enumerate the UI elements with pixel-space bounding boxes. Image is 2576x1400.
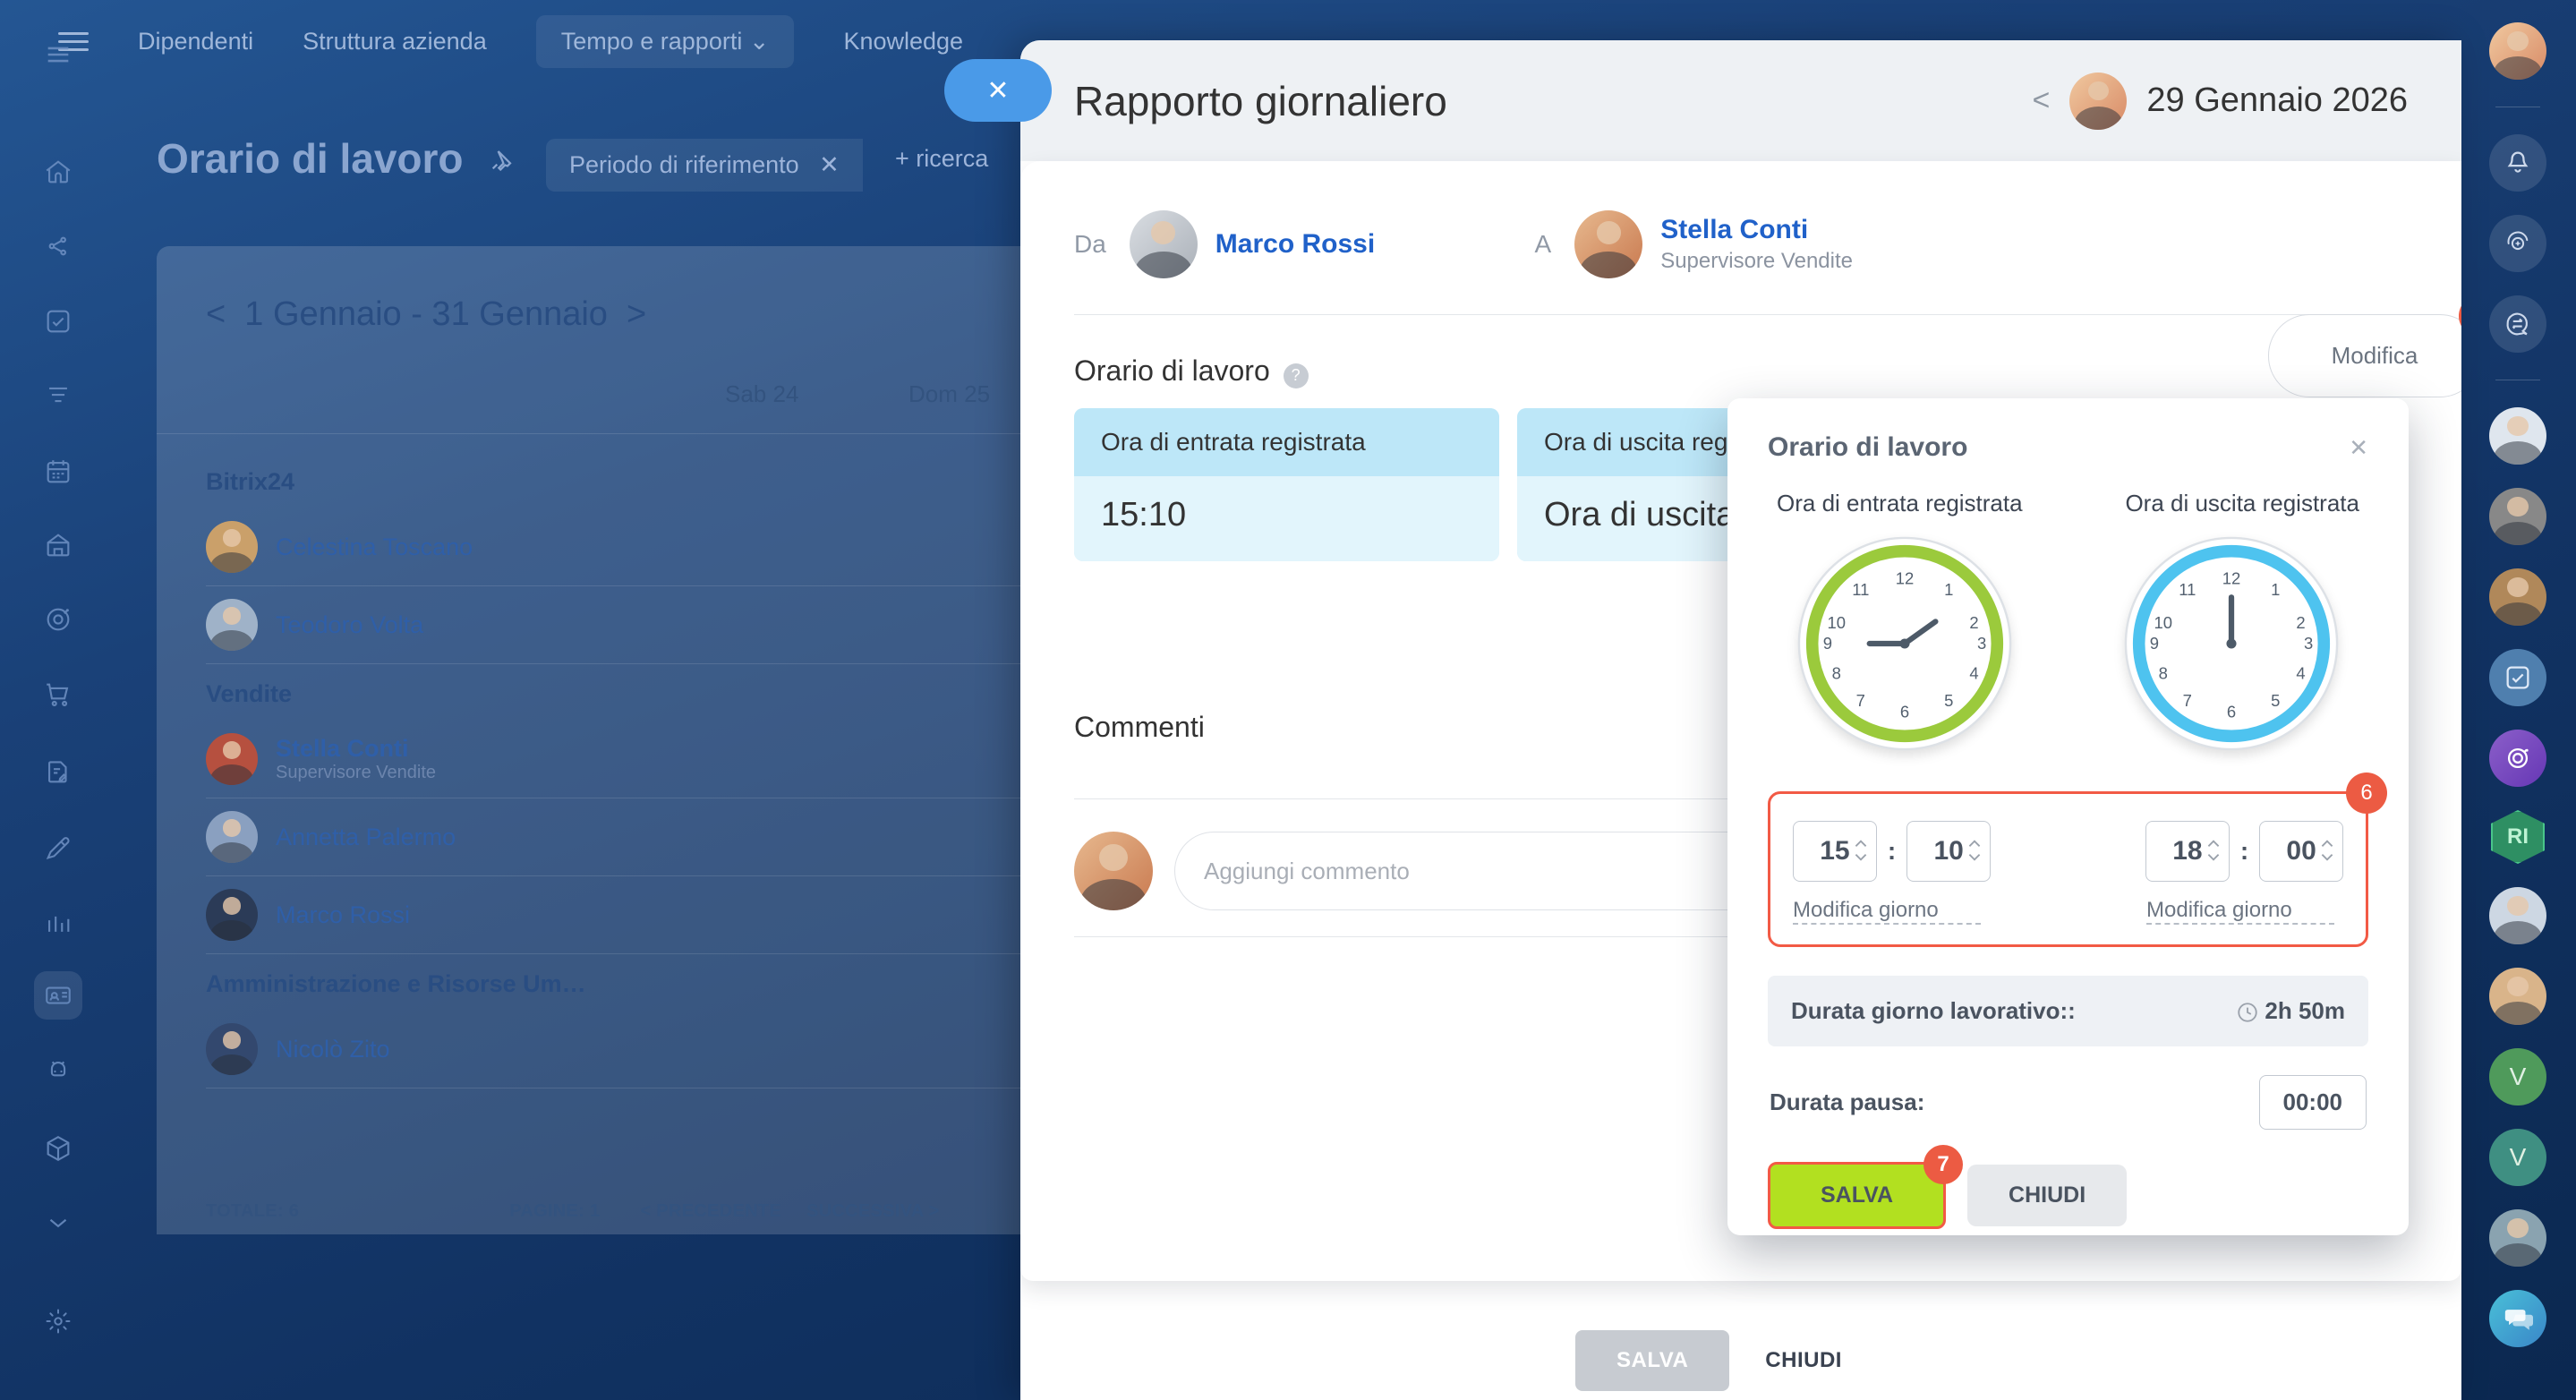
- svg-text:6: 6: [2227, 702, 2236, 721]
- svg-text:1: 1: [1944, 580, 1953, 599]
- svg-text:10: 10: [1827, 613, 1846, 632]
- svg-text:4: 4: [2296, 663, 2305, 682]
- svg-text:8: 8: [1832, 663, 1841, 682]
- svg-text:5: 5: [1944, 691, 1953, 710]
- svg-text:2: 2: [1969, 613, 1978, 632]
- svg-text:2: 2: [2296, 613, 2305, 632]
- svg-text:11: 11: [2179, 580, 2196, 599]
- svg-text:5: 5: [2271, 691, 2280, 710]
- svg-text:7: 7: [1856, 691, 1865, 710]
- svg-text:11: 11: [1852, 580, 1869, 599]
- svg-text:3: 3: [1977, 634, 1986, 653]
- svg-text:10: 10: [2154, 613, 2172, 632]
- svg-text:9: 9: [1823, 634, 1832, 653]
- svg-text:12: 12: [2222, 569, 2241, 588]
- svg-text:6: 6: [1900, 702, 1909, 721]
- svg-text:12: 12: [1896, 569, 1915, 588]
- svg-text:4: 4: [1969, 663, 1978, 682]
- svg-text:9: 9: [2150, 634, 2159, 653]
- svg-text:3: 3: [2304, 634, 2313, 653]
- svg-text:8: 8: [2159, 663, 2168, 682]
- svg-text:7: 7: [2183, 691, 2192, 710]
- svg-text:1: 1: [2271, 580, 2280, 599]
